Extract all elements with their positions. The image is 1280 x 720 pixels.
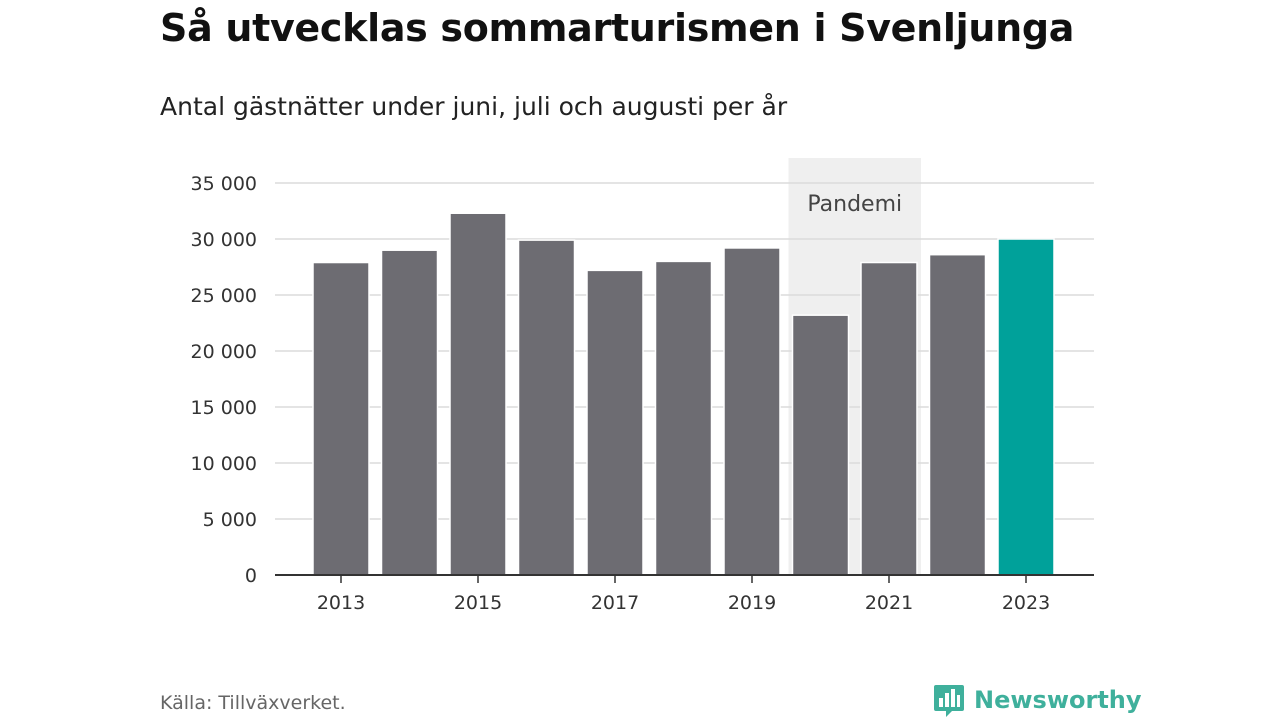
bar-2022 <box>928 253 987 576</box>
y-tick-label: 15 000 <box>191 397 257 419</box>
y-tick-label: 20 000 <box>191 341 257 363</box>
source-note: Källa: Tillväxverket. <box>160 692 346 714</box>
y-tick-label: 30 000 <box>191 229 257 251</box>
x-tick-label: 2017 <box>591 592 639 614</box>
x-tick-label: 2021 <box>865 592 913 614</box>
chart-subtitle: Antal gästnätter under juni, juli och au… <box>160 92 788 121</box>
y-tick-label: 5 000 <box>203 509 257 531</box>
brand-name: Newsworthy <box>974 686 1142 714</box>
y-tick-label: 0 <box>245 565 257 587</box>
bar-2018 <box>654 260 713 576</box>
bar-2021 <box>860 261 918 576</box>
bar-2015 <box>449 212 507 576</box>
y-tick-label: 10 000 <box>191 453 257 475</box>
x-axis-tick-labels: 2013 2015 2017 2019 2021 2023 <box>317 592 1050 614</box>
bars <box>312 212 1055 576</box>
x-tick-label: 2019 <box>728 592 776 614</box>
bar-2023 <box>997 238 1055 576</box>
bar-2014 <box>380 249 439 576</box>
y-tick-label: 25 000 <box>191 285 257 307</box>
x-tick-label: 2023 <box>1002 592 1050 614</box>
chart-title: Så utvecklas sommarturismen i Svenljunga <box>160 6 1075 50</box>
x-tick-label: 2013 <box>317 592 365 614</box>
bar-2019 <box>723 247 781 576</box>
bar-2020 <box>791 314 850 576</box>
bar-chart-speech-bubble-icon <box>934 685 964 717</box>
bar-2017 <box>586 269 644 576</box>
y-axis-tick-labels: 0 5 000 10 000 15 000 20 000 25 000 30 000 35 0… <box>191 173 257 587</box>
bar-2016 <box>517 239 576 576</box>
bar-2013 <box>312 261 370 576</box>
y-tick-label: 35 000 <box>191 173 257 195</box>
bar-chart: Pandemi 0 5 000 10 000 15 000 20 000 25 000 30… <box>191 158 1094 614</box>
x-axis <box>275 574 1094 583</box>
brand-logo: Newsworthy <box>932 683 1142 717</box>
x-tick-label: 2015 <box>454 592 502 614</box>
pandemic-label: Pandemi <box>807 192 902 217</box>
